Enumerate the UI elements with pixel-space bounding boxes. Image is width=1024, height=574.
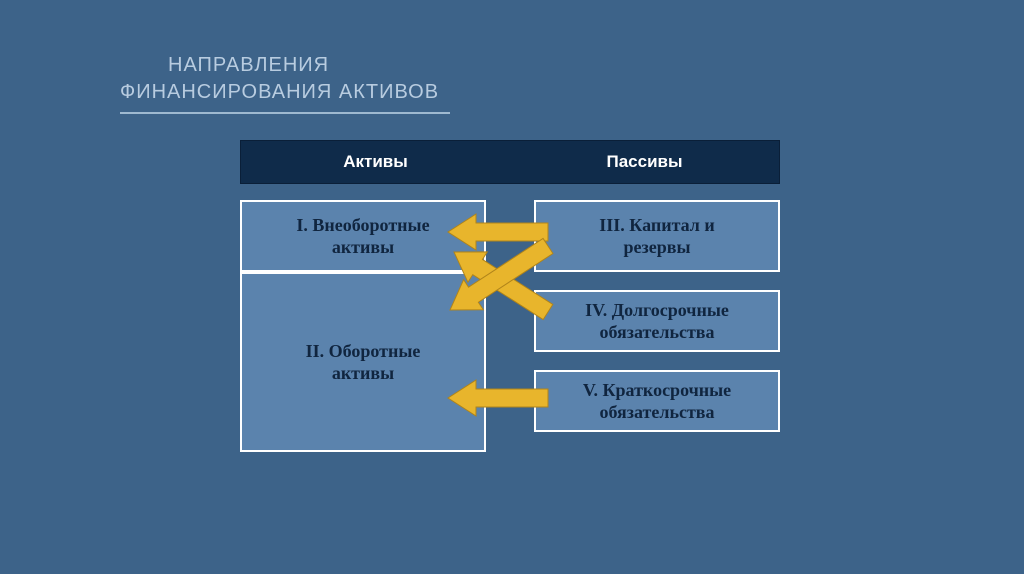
- box-label: II. Оборотныеактивы: [306, 340, 421, 385]
- box-noncurrent-assets: I. Внеоборотныеактивы: [240, 200, 486, 272]
- header-liabilities: Пассивы: [510, 141, 779, 183]
- box-current-assets: II. Оборотныеактивы: [240, 272, 486, 452]
- box-longterm-liab: IV. Долгосрочныеобязательства: [534, 290, 780, 352]
- box-label: III. Капитал ирезервы: [599, 214, 715, 259]
- diagram-container: Активы Пассивы: [240, 140, 780, 184]
- box-shortterm-liab: V. Краткосрочныеобязательства: [534, 370, 780, 432]
- header-bar: Активы Пассивы: [240, 140, 780, 184]
- title-line-1: НАПРАВЛЕНИЯ: [120, 52, 480, 79]
- slide-title: НАПРАВЛЕНИЯ ФИНАНСИРОВАНИЯ АКТИВОВ: [120, 52, 480, 114]
- title-underline: [120, 112, 450, 114]
- box-label: IV. Долгосрочныеобязательства: [585, 299, 729, 344]
- box-label: V. Краткосрочныеобязательства: [583, 379, 731, 424]
- box-label: I. Внеоборотныеактивы: [296, 214, 429, 259]
- box-capital-reserves: III. Капитал ирезервы: [534, 200, 780, 272]
- title-line-2: ФИНАНСИРОВАНИЯ АКТИВОВ: [120, 79, 480, 106]
- header-assets: Активы: [241, 141, 510, 183]
